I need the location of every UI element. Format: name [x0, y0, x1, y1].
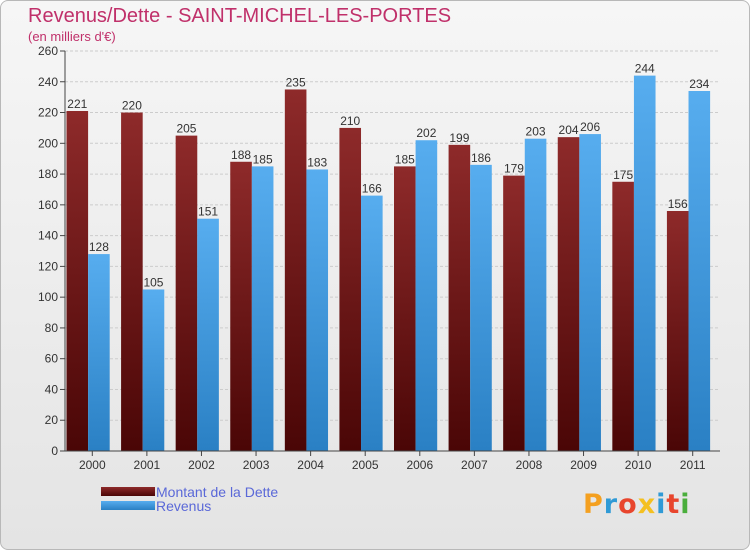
x-tick-label-2008: 2008 [516, 458, 543, 472]
x-tick-label-2001: 2001 [134, 458, 161, 472]
bar-revenus-2011 [688, 91, 711, 451]
bar-revenus-2007 [470, 164, 492, 451]
y-tick-label-200: 200 [38, 136, 58, 150]
x-tick-label-2007: 2007 [461, 458, 488, 472]
data-label-dette-2010: 175 [613, 168, 633, 182]
logo-letter: i [656, 489, 667, 520]
bar-revenus-2003 [251, 166, 274, 451]
y-tick-label-80: 80 [45, 321, 59, 335]
legend-label-revenus: Revenus [156, 498, 212, 514]
bar-revenus-2006 [415, 140, 438, 451]
grid-lines [65, 50, 720, 452]
bar-revenus-2009 [579, 134, 601, 452]
y-tick-label-120: 120 [38, 259, 58, 273]
bar-revenus-2001 [142, 289, 165, 451]
bar-dette-2006 [394, 166, 416, 451]
data-label-revenus-2001: 105 [143, 275, 163, 289]
data-label-dette-2000: 221 [67, 97, 87, 111]
logo-letter: t [666, 489, 681, 520]
data-label-dette-2007: 199 [449, 131, 469, 145]
bars [66, 75, 711, 452]
bar-dette-2002 [175, 135, 198, 451]
x-tick-label-2010: 2010 [625, 458, 652, 472]
data-label-revenus-2000: 128 [89, 240, 109, 254]
proxiti-logo: Proxiti [583, 489, 691, 520]
bar-dette-2010 [612, 181, 634, 451]
bar-revenus-2010 [633, 75, 656, 451]
y-tick-label-40: 40 [45, 382, 59, 396]
bar-dette-2000 [66, 111, 89, 451]
y-tick-label-260: 260 [38, 44, 58, 58]
y-tick-label-100: 100 [38, 290, 58, 304]
y-tick-label-0: 0 [51, 444, 58, 458]
data-label-dette-2002: 205 [176, 122, 196, 136]
bar-revenus-2008 [524, 138, 547, 451]
data-label-revenus-2004: 183 [307, 155, 327, 169]
logo-letter: i [680, 489, 691, 520]
y-tick-label-180: 180 [38, 167, 58, 181]
legend-swatch-revenus [101, 501, 155, 510]
y-tick-label-20: 20 [45, 413, 59, 427]
chart-subtitle: (en milliers d'€) [28, 29, 116, 44]
data-label-revenus-2005: 166 [362, 182, 382, 196]
y-tick-label-220: 220 [38, 106, 58, 120]
axes: 0 20 40 60 80 100 120 140 160 180 200 220 240 260 2000… [38, 44, 720, 472]
data-label-revenus-2003: 185 [253, 152, 273, 166]
data-label-revenus-2010: 244 [635, 62, 655, 76]
bar-dette-2003 [230, 161, 252, 451]
x-tick-label-2011: 2011 [680, 458, 706, 472]
logo-letter: P [583, 489, 604, 520]
bar-revenus-2005 [361, 195, 383, 451]
logo-letter: r [603, 489, 619, 520]
bar-dette-2007 [448, 144, 471, 451]
data-label-dette-2004: 235 [286, 75, 306, 89]
logo-letter: o [618, 489, 638, 520]
x-tick-label-2009: 2009 [570, 458, 597, 472]
x-tick-label-2004: 2004 [297, 458, 324, 472]
data-label-revenus-2007: 186 [471, 151, 491, 165]
bar-revenus-2000 [88, 254, 110, 451]
bar-dette-2011 [666, 211, 689, 451]
bar-revenus-2002 [197, 218, 219, 451]
data-label-revenus-2011: 234 [689, 77, 709, 91]
bar-dette-2001 [121, 112, 143, 452]
data-label-revenus-2009: 206 [580, 120, 600, 134]
data-label-dette-2003: 188 [231, 148, 251, 162]
y-tick-label-140: 140 [38, 229, 58, 243]
y-tick-label-240: 240 [38, 75, 58, 89]
legend-label-dette: Montant de la Dette [156, 484, 279, 500]
bar-dette-2008 [503, 175, 525, 451]
y-tick-label-160: 160 [38, 198, 58, 212]
bar-dette-2005 [339, 127, 362, 451]
legend-swatch-dette [101, 487, 155, 496]
x-tick-label-2000: 2000 [79, 458, 106, 472]
data-label-dette-2008: 179 [504, 162, 524, 176]
data-label-dette-2011: 156 [668, 197, 688, 211]
logo-letter: x [637, 489, 657, 520]
x-tick-label-2006: 2006 [406, 458, 433, 472]
data-label-dette-2009: 204 [559, 123, 579, 137]
x-tick-label-2005: 2005 [352, 458, 379, 472]
bar-dette-2009 [557, 137, 580, 451]
x-tick-label-2002: 2002 [188, 458, 215, 472]
y-tick-label-60: 60 [45, 352, 59, 366]
data-label-revenus-2002: 151 [198, 205, 218, 219]
bar-revenus-2004 [306, 169, 329, 451]
x-tick-label-2003: 2003 [243, 458, 270, 472]
data-label-dette-2005: 210 [340, 114, 360, 128]
data-label-revenus-2006: 202 [416, 126, 436, 140]
bar-dette-2004 [284, 89, 307, 451]
data-label-revenus-2008: 203 [526, 125, 546, 139]
chart-title: Revenus/Dette - SAINT-MICHEL-LES-PORTES [28, 5, 452, 27]
data-label-dette-2001: 220 [122, 99, 142, 113]
data-label-dette-2006: 185 [395, 152, 415, 166]
